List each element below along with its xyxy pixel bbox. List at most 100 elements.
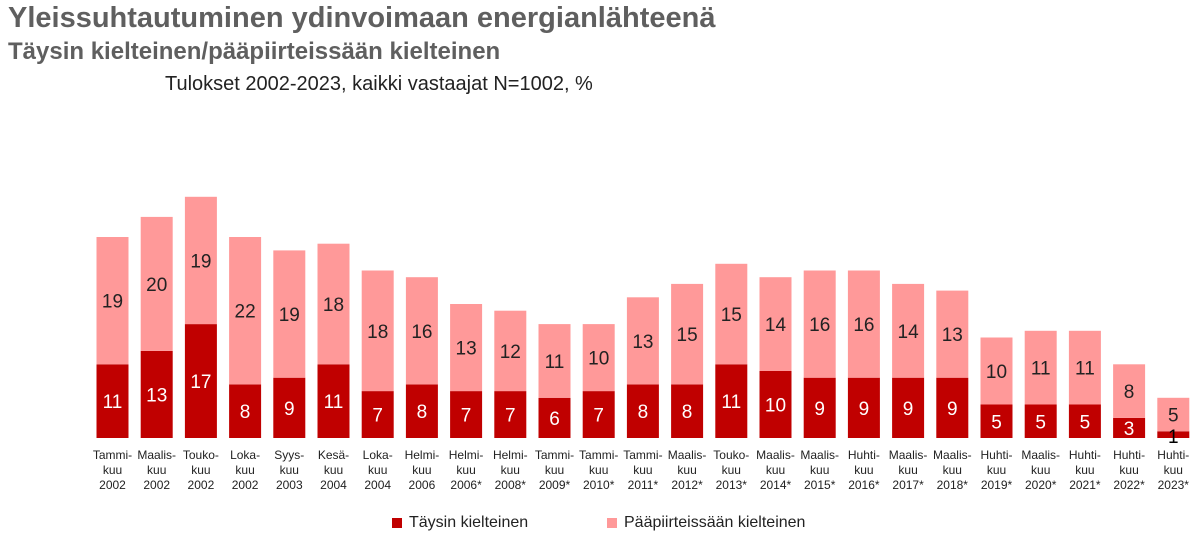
x-tick-label: Loka-	[363, 448, 393, 462]
bar-taysin-kielteinen	[184, 324, 217, 438]
x-tick-label: kuu	[898, 463, 917, 477]
data-label-taysin: 11	[324, 392, 344, 413]
x-tick-label: 2008*	[495, 478, 527, 492]
bar-taysin-kielteinen	[715, 364, 748, 438]
data-label-paapiirteissaan: 22	[235, 302, 256, 323]
x-tick-label: kuu	[722, 463, 741, 477]
data-label-paapiirteissaan: 14	[898, 322, 920, 343]
x-tick-label: Huhti-	[848, 448, 880, 462]
bar-paapiirteissaan-kielteinen	[1113, 364, 1146, 418]
x-tick-label: kuu	[766, 463, 785, 477]
x-tick-label: Huhti-	[1069, 448, 1101, 462]
x-tick-label: Tammi-	[535, 448, 574, 462]
chart-note: Tulokset 2002-2023, kaikki vastaajat N=1…	[165, 73, 593, 95]
data-label-paapiirteissaan: 20	[146, 275, 167, 296]
bar-taysin-kielteinen	[96, 364, 129, 438]
data-label-taysin: 3	[1124, 419, 1135, 440]
x-tick-label: 2004	[320, 478, 347, 492]
x-tick-label: kuu	[368, 463, 387, 477]
bar-paapiirteissaan-kielteinen	[715, 263, 748, 365]
bar-taysin-kielteinen	[582, 391, 615, 438]
x-tick-label: 2014*	[760, 478, 792, 492]
x-tick-label: Huhti-	[1157, 448, 1189, 462]
x-tick-label: Maalis-	[1021, 448, 1060, 462]
data-label-taysin: 1	[1168, 427, 1179, 448]
legend-item-taysin: Täysin kielteinen	[392, 514, 528, 532]
x-tick-label: Helmi-	[405, 448, 440, 462]
x-tick-label: 2011*	[628, 478, 659, 492]
bar-paapiirteissaan-kielteinen	[450, 304, 483, 392]
data-label-paapiirteissaan: 16	[809, 315, 830, 336]
data-label-taysin: 7	[593, 406, 604, 427]
x-tick-label: 2002	[232, 478, 259, 492]
bar-taysin-kielteinen	[847, 377, 880, 438]
x-tick-label: Maalis-	[933, 448, 972, 462]
data-label-paapiirteissaan: 11	[1075, 359, 1095, 380]
data-label-taysin: 8	[682, 402, 693, 423]
x-tick-label: 2013*	[716, 478, 748, 492]
x-tick-label: 2021*	[1069, 478, 1101, 492]
data-label-taysin: 9	[859, 399, 870, 420]
x-tick-label: Huhti-	[980, 448, 1012, 462]
x-tick-label: kuu	[1119, 463, 1138, 477]
bar-taysin-kielteinen	[317, 364, 350, 438]
x-tick-label: 2002	[143, 478, 170, 492]
x-tick-label: kuu	[1075, 463, 1094, 477]
bar-taysin-kielteinen	[1113, 417, 1146, 438]
bar-paapiirteissaan-kielteinen	[361, 270, 394, 392]
x-tick-label: Loka-	[230, 448, 260, 462]
data-label-taysin: 13	[146, 385, 167, 406]
data-label-paapiirteissaan: 12	[500, 342, 521, 363]
x-tick-label: kuu	[456, 463, 475, 477]
bar-paapiirteissaan-kielteinen	[184, 196, 217, 325]
x-tick-label: 2002	[188, 478, 215, 492]
legend-label-taysin: Täysin kielteinen	[409, 514, 529, 531]
x-tick-label: kuu	[987, 463, 1006, 477]
bar-taysin-kielteinen	[1024, 404, 1057, 438]
bar-taysin-kielteinen	[936, 377, 969, 438]
x-tick-label: 2004	[364, 478, 391, 492]
bar-paapiirteissaan-kielteinen	[582, 324, 615, 392]
bar-taysin-kielteinen	[980, 404, 1013, 438]
x-tick-label: 2018*	[937, 478, 969, 492]
bar-taysin-kielteinen	[1157, 431, 1190, 438]
x-tick-label: 2020*	[1025, 478, 1057, 492]
bar-paapiirteissaan-kielteinen	[1157, 397, 1190, 432]
legend-label-paapiirteissaan: Pääpiirteissään kielteinen	[624, 514, 806, 531]
x-tick-label: 2022*	[1113, 478, 1145, 492]
x-tick-label: kuu	[324, 463, 343, 477]
x-tick-label: kuu	[280, 463, 299, 477]
x-tick-label: kuu	[103, 463, 122, 477]
x-tick-label: 2023*	[1158, 478, 1190, 492]
data-label-paapiirteissaan: 18	[367, 322, 388, 343]
bar-paapiirteissaan-kielteinen	[538, 324, 571, 398]
bar-paapiirteissaan-kielteinen	[671, 283, 704, 385]
bar-taysin-kielteinen	[273, 377, 306, 438]
x-tick-label: Helmi-	[449, 448, 484, 462]
bar-paapiirteissaan-kielteinen	[1068, 330, 1101, 405]
bar-paapiirteissaan-kielteinen	[494, 310, 527, 392]
bar-taysin-kielteinen	[494, 391, 527, 438]
data-label-taysin: 11	[721, 392, 741, 413]
x-tick-label: 2019*	[981, 478, 1013, 492]
bar-taysin-kielteinen	[759, 371, 792, 438]
bar-taysin-kielteinen	[626, 384, 659, 438]
x-tick-label: kuu	[412, 463, 431, 477]
x-tick-label: 2003	[276, 478, 303, 492]
data-label-taysin: 8	[638, 402, 649, 423]
data-label-taysin: 7	[372, 406, 383, 427]
legend-item-paapiirteissaan: Pääpiirteissään kielteinen	[607, 514, 805, 532]
bar-taysin-kielteinen	[450, 391, 483, 438]
data-label-paapiirteissaan: 13	[632, 332, 653, 353]
bar-taysin-kielteinen	[229, 384, 262, 438]
x-tick-label: kuu	[854, 463, 873, 477]
data-label-taysin: 17	[190, 372, 211, 393]
data-label-paapiirteissaan: 11	[1031, 359, 1051, 380]
bar-taysin-kielteinen	[140, 350, 173, 438]
data-label-paapiirteissaan: 15	[677, 325, 698, 346]
x-tick-label: kuu	[501, 463, 520, 477]
x-tick-label: Tammi-	[623, 448, 662, 462]
data-label-paapiirteissaan: 14	[765, 315, 787, 336]
data-label-taysin: 9	[947, 399, 958, 420]
